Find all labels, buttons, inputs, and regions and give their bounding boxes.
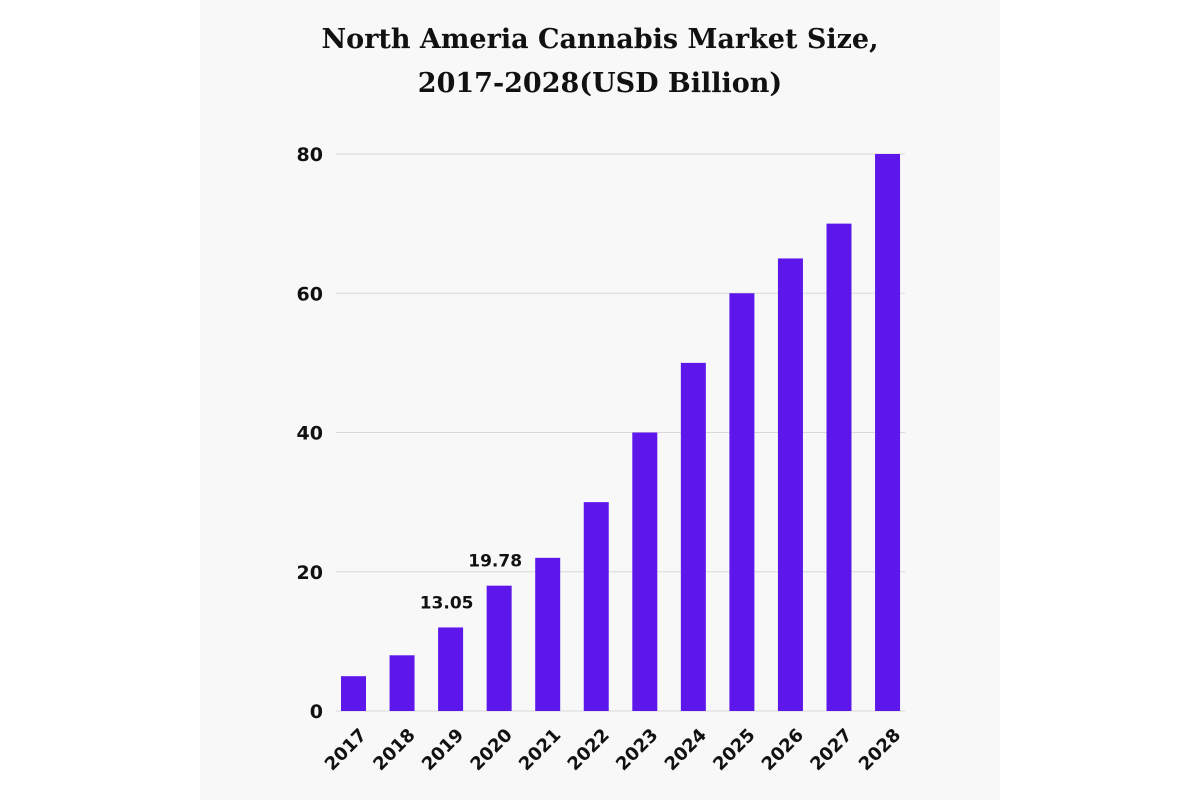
x-tick-label: 2023 (612, 725, 662, 775)
x-tick-label: 2018 (369, 725, 419, 775)
bar-2028 (875, 154, 901, 711)
bar-2025 (729, 293, 755, 711)
gridlines (336, 153, 905, 712)
x-tick-label: 2021 (515, 725, 565, 775)
x-tick-label: 2019 (418, 725, 468, 775)
bar-2023 (632, 432, 658, 711)
y-tick-label: 40 (297, 423, 323, 445)
x-tick-label: 2027 (806, 725, 856, 775)
y-tick-label: 60 (297, 283, 323, 305)
x-tick-label: 2017 (321, 725, 371, 775)
y-tick-label: 20 (297, 562, 323, 584)
x-axis-ticks: 2017201820192020202120222023202420252026… (321, 725, 905, 775)
chart-title-line-1: North Ameria Cannabis Market Size, (321, 24, 879, 55)
bar-2026 (777, 258, 803, 711)
y-tick-label: 0 (310, 701, 323, 723)
x-tick-label: 2026 (758, 725, 808, 775)
bar-2027 (826, 223, 852, 711)
bar-2019 (438, 627, 464, 711)
x-tick-label: 2025 (709, 725, 759, 775)
bar-2022 (583, 502, 609, 711)
data-labels: 13.05 19.78 (420, 552, 522, 614)
bar-2018 (389, 655, 415, 711)
y-tick-label: 80 (297, 144, 323, 166)
bar-2021 (535, 557, 561, 711)
data-label-2019: 13.05 (420, 593, 474, 613)
y-axis-ticks: 0 20 40 60 80 (297, 144, 323, 723)
data-label-2020: 19.78 (468, 552, 522, 572)
chart-title: North Ameria Cannabis Market Size, 2017-… (200, 18, 1000, 106)
bars (341, 154, 901, 711)
chart-title-line-2: 2017-2028(USD Billion) (417, 68, 783, 99)
x-tick-label: 2028 (855, 725, 905, 775)
bar-2024 (680, 362, 706, 711)
bar-2020 (486, 585, 512, 711)
bar-2017 (341, 676, 366, 711)
x-tick-label: 2020 (466, 725, 516, 775)
x-tick-label: 2024 (661, 725, 711, 775)
x-tick-label: 2022 (564, 725, 614, 775)
